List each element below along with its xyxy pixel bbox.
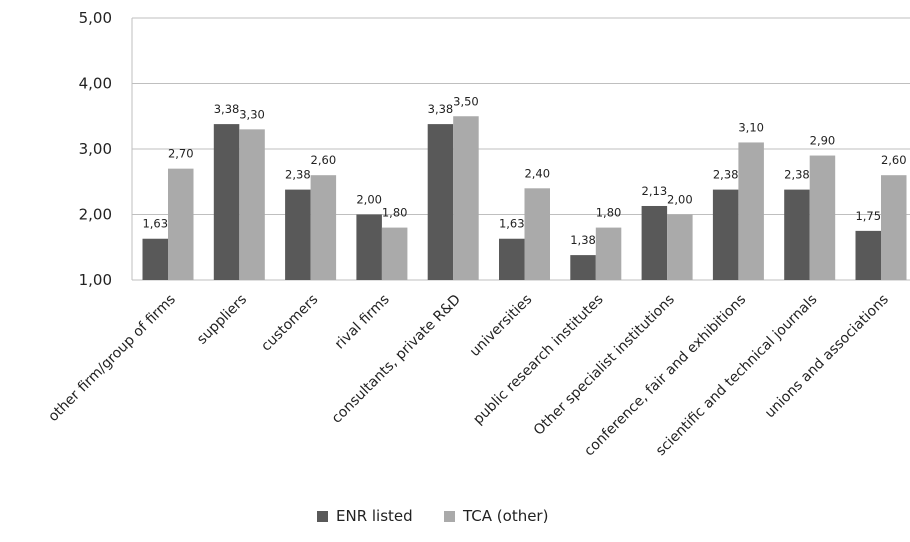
legend-label: ENR listed [336, 507, 413, 525]
data-label: 3,38 [214, 102, 240, 116]
bar-tca-other [453, 116, 479, 280]
bar-enr-listed [499, 238, 525, 280]
bar-tca-other [738, 142, 764, 280]
x-category-label: consultants, private R&D [329, 292, 464, 427]
bar-tca-other [524, 188, 550, 280]
bar-tca-other [667, 214, 693, 280]
data-label: 2,38 [285, 168, 311, 182]
data-label: 1,38 [570, 233, 596, 247]
bar-tca-other [168, 168, 194, 280]
data-labels: 1,632,703,38 3,302,382,602,001,803,383,50… [142, 94, 906, 247]
bar-tca-other [809, 155, 836, 280]
y-tick-label: 5,00 [79, 9, 112, 27]
bar-enr-listed [641, 205, 668, 280]
bar-enr-listed [285, 189, 311, 280]
legend-label: TCA (other) [462, 507, 548, 525]
x-category-label: customers [258, 292, 321, 355]
data-label: 1,80 [596, 206, 622, 220]
bar-enr-listed [855, 230, 881, 280]
x-category-label: Other specialist institutions [531, 292, 678, 439]
data-label: 1,75 [855, 209, 881, 223]
x-category-label: rival firms [332, 292, 393, 353]
y-tick-label: 1,00 [79, 271, 112, 289]
data-label: 2,38 [713, 168, 739, 182]
bar-enr-listed [427, 124, 454, 280]
bar-enr-listed [570, 255, 596, 280]
data-label: 2,00 [667, 193, 693, 207]
data-label: 2,60 [881, 153, 907, 167]
bar-tca-other [881, 175, 907, 280]
data-label: 3,38 [428, 102, 454, 116]
x-axis-category-labels: other firm/group of firms suppliers custom… [45, 292, 891, 460]
data-label: 3,10 [738, 120, 764, 134]
data-label: 1,80 [382, 206, 408, 220]
bar-enr-listed [712, 189, 739, 280]
data-label: 1,63 [499, 217, 525, 231]
x-category-label: unions and associations [762, 292, 892, 422]
legend-swatch [317, 511, 328, 522]
data-label: 3,30 [239, 107, 265, 121]
bar-enr-listed [784, 189, 810, 280]
bar-tca-other [381, 227, 408, 280]
legend: ENR listed TCA (other) [317, 507, 548, 525]
bar-tca-other [595, 227, 622, 280]
data-label: 2,90 [810, 134, 836, 148]
x-category-label: suppliers [194, 292, 250, 348]
data-label: 2,60 [311, 153, 337, 167]
bar-tca-other [310, 175, 337, 280]
data-label: 2,40 [524, 166, 550, 180]
bar-enr-listed [356, 214, 382, 280]
x-category-label: public research institutes [470, 292, 606, 428]
x-category-label: other firm/group of firms [45, 292, 178, 425]
bar-enr-listed [213, 124, 240, 280]
data-label: 1,63 [142, 217, 168, 231]
bar-enr-listed [142, 238, 168, 280]
bars [142, 116, 907, 280]
x-category-label: universities [467, 292, 535, 360]
y-axis-tick-labels: 1,00 2,00 3,00 4,00 5,00 [79, 9, 112, 289]
y-tick-label: 2,00 [79, 206, 112, 224]
data-label: 2,38 [784, 168, 810, 182]
y-tick-label: 3,00 [79, 140, 112, 158]
bar-tca-other [239, 129, 265, 280]
data-label: 3,50 [453, 94, 479, 108]
data-label: 2,13 [642, 184, 668, 198]
data-label: 2,70 [168, 147, 194, 161]
y-tick-label: 4,00 [79, 75, 112, 93]
data-label: 2,00 [356, 193, 382, 207]
legend-swatch [444, 511, 455, 522]
